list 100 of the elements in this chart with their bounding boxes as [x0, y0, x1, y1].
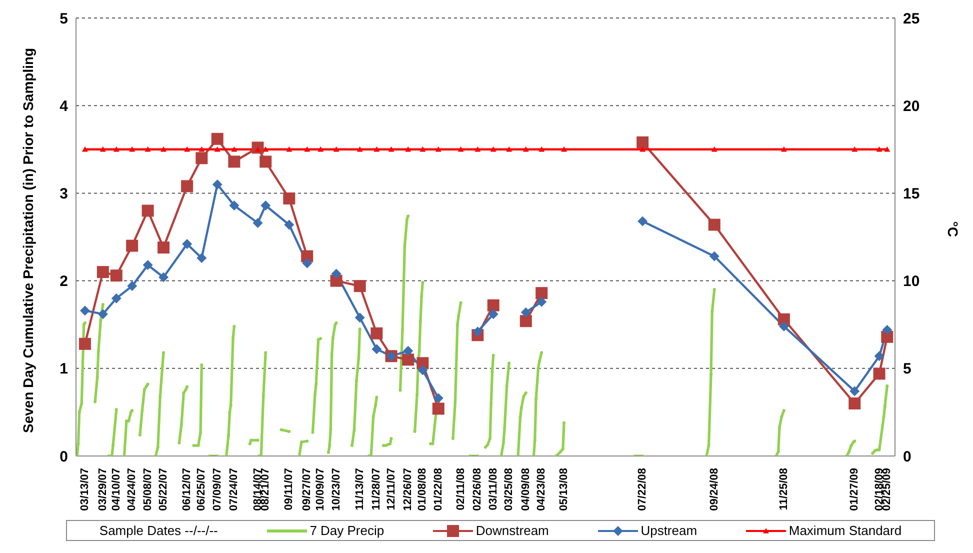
- point: [318, 146, 324, 152]
- x-tick-label: 05/13/08: [558, 468, 570, 511]
- point: [229, 200, 240, 210]
- point: [283, 192, 296, 204]
- point: [709, 251, 720, 262]
- point: [354, 312, 365, 323]
- point: [129, 146, 136, 152]
- point: [181, 180, 194, 192]
- point: [198, 146, 205, 152]
- point: [284, 220, 294, 230]
- x-tick-label: 03/25/08: [503, 468, 516, 511]
- point: [433, 393, 444, 404]
- point: [708, 218, 720, 231]
- x-tick-label: 03/13/07: [78, 468, 91, 511]
- point: [356, 146, 363, 152]
- point: [113, 146, 120, 152]
- point: [403, 346, 414, 356]
- point: [435, 146, 442, 152]
- x-tick-label: 04/09/08: [520, 468, 532, 511]
- y-tick-label: 3: [60, 186, 68, 203]
- point: [160, 146, 167, 152]
- legend-label: 7 Day Precip: [310, 523, 384, 538]
- x-tick-label: 12/26/07: [402, 468, 414, 511]
- x-tick-label: 11/13/07: [354, 468, 366, 510]
- point: [882, 324, 892, 335]
- x-tick-label: 09/27/07: [301, 468, 314, 511]
- x-tick-label: 10/23/07: [330, 468, 342, 511]
- point: [126, 240, 138, 252]
- point: [331, 268, 342, 279]
- point: [196, 152, 208, 164]
- x-axis-title: Sample Dates --/--/--: [99, 523, 218, 538]
- point: [402, 354, 414, 366]
- point: [780, 146, 787, 152]
- x-tick-label: 10/09/07: [314, 468, 327, 511]
- legend-label: Downstream: [476, 523, 549, 538]
- point: [876, 146, 882, 152]
- point: [260, 156, 272, 168]
- point: [196, 253, 207, 264]
- point: [214, 146, 220, 152]
- y2-tick-label: 0: [903, 448, 912, 466]
- point: [636, 136, 649, 148]
- x-tick-label: 06/12/07: [181, 468, 194, 511]
- point: [304, 146, 310, 152]
- point: [520, 307, 531, 318]
- x-tick-label: 12/11/07: [385, 468, 398, 510]
- x-tick-label: 11/28/07: [370, 468, 383, 510]
- x-tick-label: 05/22/07: [158, 468, 170, 511]
- y2-tick-label: 10: [903, 273, 920, 290]
- point: [142, 260, 153, 270]
- point: [490, 146, 496, 152]
- point: [458, 146, 464, 152]
- point: [110, 270, 122, 282]
- point: [432, 402, 444, 415]
- point: [228, 156, 240, 168]
- point: [884, 146, 890, 152]
- point: [100, 146, 106, 152]
- point: [474, 146, 481, 152]
- point: [873, 368, 886, 380]
- point: [184, 146, 190, 152]
- x-tick-label: 04/23/08: [536, 468, 548, 511]
- y2-tick-label: 15: [903, 186, 920, 203]
- y-tick-label: 2: [60, 273, 68, 290]
- point: [418, 365, 428, 376]
- point: [354, 280, 366, 292]
- point: [536, 287, 548, 300]
- point: [374, 146, 380, 152]
- point: [231, 146, 238, 152]
- point: [850, 386, 860, 396]
- y-tick-label: 5: [60, 10, 68, 28]
- x-tick-label: 07/22/08: [636, 468, 649, 511]
- point: [488, 309, 498, 320]
- x-tick-label: 07/09/07: [211, 468, 224, 511]
- point: [302, 258, 312, 268]
- point: [640, 146, 646, 152]
- x-tick-label: 09/24/08: [708, 468, 720, 511]
- x-tick-label: 02/26/08: [472, 468, 484, 511]
- x-tick-label: 02/25/09: [881, 468, 894, 511]
- point: [260, 200, 271, 210]
- x-tick-label: 07/24/07: [228, 468, 240, 511]
- x-tick-label: 04/10/07: [110, 468, 122, 511]
- y-tick-label: 0: [60, 448, 68, 466]
- x-tick-label: 03/11/08: [487, 468, 500, 510]
- point: [420, 146, 426, 152]
- point: [778, 321, 789, 332]
- point: [212, 179, 222, 190]
- point: [522, 146, 529, 152]
- point: [538, 146, 545, 152]
- point: [487, 299, 500, 312]
- point: [262, 146, 269, 152]
- point: [142, 204, 154, 217]
- legend-label: Maximum Standard: [788, 523, 902, 538]
- point: [388, 146, 394, 152]
- x-tick-label: 02/11/08: [454, 468, 467, 510]
- point: [370, 327, 383, 340]
- x-tick-label: 04/24/07: [126, 468, 138, 511]
- point: [111, 293, 122, 304]
- point: [158, 272, 169, 282]
- point: [144, 146, 151, 152]
- point: [80, 306, 90, 316]
- x-tick-label: 01/22/08: [432, 468, 444, 511]
